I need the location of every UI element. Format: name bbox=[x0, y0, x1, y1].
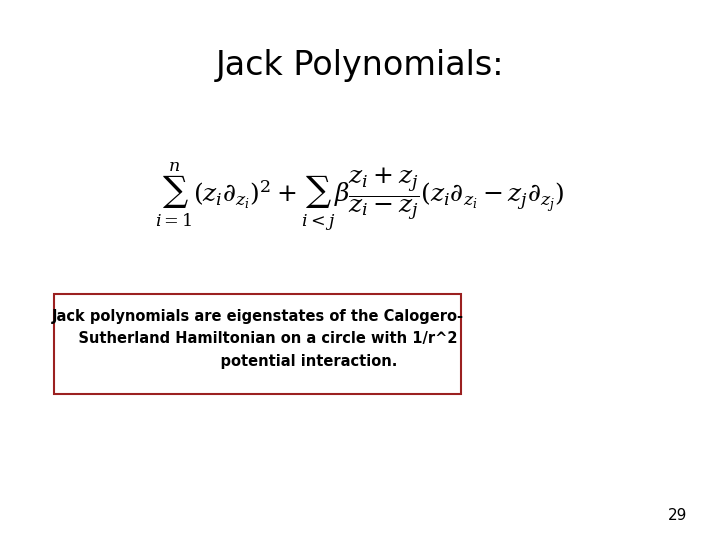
Text: Jack Polynomials:: Jack Polynomials: bbox=[216, 49, 504, 82]
Text: $\sum_{i=1}^{n}(z_i\partial_{z_i})^2 + \sum_{i<j}\beta\dfrac{z_i+z_j}{z_i-z_j}(z: $\sum_{i=1}^{n}(z_i\partial_{z_i})^2 + \… bbox=[156, 161, 564, 233]
Text: 29: 29 bbox=[668, 508, 688, 523]
Text: Jack polynomials are eigenstates of the Calogero-
    Sutherland Hamiltonian on : Jack polynomials are eigenstates of the … bbox=[51, 309, 464, 368]
FancyBboxPatch shape bbox=[54, 294, 461, 394]
